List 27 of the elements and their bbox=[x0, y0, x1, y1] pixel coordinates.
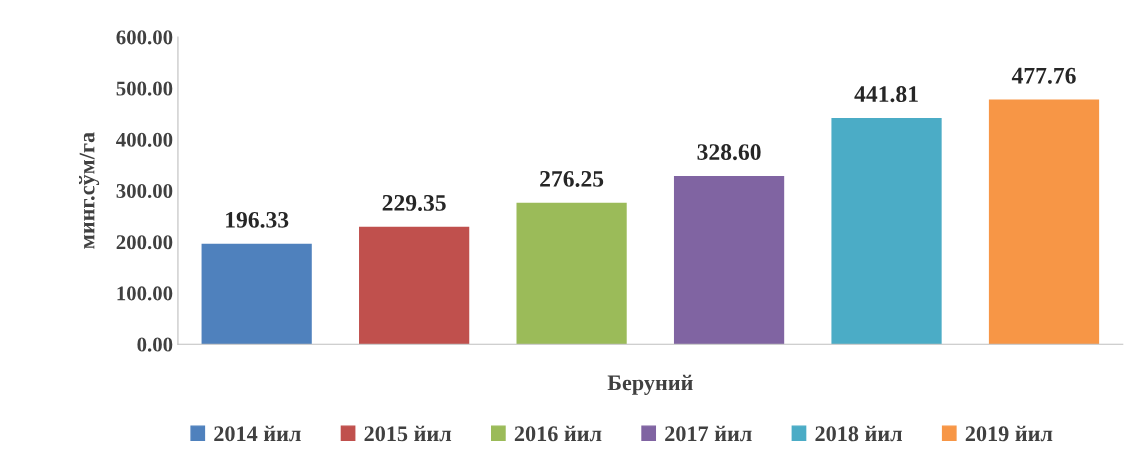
bar bbox=[359, 226, 470, 345]
bar bbox=[201, 243, 312, 345]
bar bbox=[673, 175, 785, 345]
legend-label: 2015 йил bbox=[364, 425, 452, 442]
y-axis-title: минг.сўм/га bbox=[79, 132, 100, 249]
bar bbox=[831, 117, 942, 345]
bar bbox=[516, 202, 627, 345]
x-tick-label: Беруний bbox=[607, 374, 693, 395]
y-tick-label: 500.00 bbox=[116, 81, 173, 96]
data-label: 328.60 bbox=[697, 144, 761, 161]
data-label: 276.25 bbox=[540, 170, 604, 187]
data-label: 477.76 bbox=[1011, 67, 1076, 84]
data-label: 441.81 bbox=[854, 86, 918, 103]
legend-label: 2019 йил bbox=[965, 425, 1053, 442]
legend-label: 2018 йил bbox=[815, 425, 903, 442]
y-tick-label: 100.00 bbox=[117, 286, 173, 301]
data-label: 196.33 bbox=[226, 211, 289, 228]
y-tick-label: 200.00 bbox=[116, 235, 173, 250]
y-tick-label: 600.00 bbox=[116, 30, 173, 45]
y-tick-label: 400.00 bbox=[116, 132, 173, 147]
data-label: 229.35 bbox=[382, 194, 446, 211]
bar bbox=[988, 99, 1100, 345]
legend-label: 2016 йил bbox=[514, 425, 602, 442]
legend-label: 2017 йил bbox=[665, 425, 752, 442]
legend-label: 2014 йил bbox=[214, 425, 301, 442]
y-tick-label: 0.00 bbox=[137, 337, 173, 352]
y-tick-label: 300.00 bbox=[116, 183, 173, 199]
